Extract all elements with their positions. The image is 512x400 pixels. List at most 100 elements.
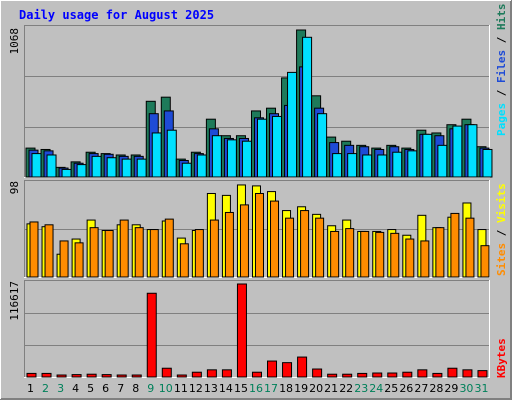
bar-pages-day-11 — [181, 162, 192, 178]
kbytes-panel-plot-area — [24, 280, 490, 378]
legend-pages: Pages — [495, 103, 508, 136]
bar-kbytes-day-14 — [221, 369, 232, 378]
bar-sites-day-4 — [74, 242, 84, 278]
bar-pages-day-18 — [287, 71, 298, 178]
bar-kbytes-day-13 — [206, 369, 217, 378]
bar-pages-day-30 — [467, 124, 478, 178]
bar-kbytes-day-15 — [236, 283, 247, 378]
x-tick-label-day-31: 31 — [474, 382, 488, 395]
bar-pages-day-6 — [106, 157, 117, 178]
bar-sites-day-1 — [29, 221, 39, 278]
x-tick-label-day-24: 24 — [369, 382, 383, 395]
bar-kbytes-day-20 — [312, 368, 323, 378]
bar-pages-day-9 — [151, 132, 162, 178]
x-tick-label-day-5: 5 — [87, 382, 94, 395]
kbytes-ymax-label: 116617 — [8, 281, 21, 321]
hits-panel — [24, 25, 493, 178]
bar-pages-day-14 — [226, 139, 237, 178]
bar-sites-day-19 — [300, 210, 310, 278]
bar-sites-day-6 — [104, 230, 114, 278]
bar-kbytes-day-21 — [327, 373, 338, 378]
bar-sites-day-14 — [224, 211, 234, 278]
visits-ymax-label: 98 — [8, 181, 21, 194]
chart-title: Daily usage for August 2025 — [19, 8, 214, 22]
bar-sites-day-15 — [239, 204, 249, 278]
chart-panels — [24, 25, 493, 378]
x-tick-label-day-29: 29 — [444, 382, 458, 395]
bar-kbytes-day-12 — [191, 371, 202, 378]
x-tick-label-day-12: 12 — [189, 382, 203, 395]
bar-sites-day-24 — [375, 231, 385, 278]
bar-kbytes-day-18 — [282, 362, 293, 378]
bar-kbytes-day-19 — [297, 356, 308, 378]
x-tick-label-day-7: 7 — [117, 382, 124, 395]
bar-pages-day-12 — [196, 154, 207, 178]
bar-pages-day-21 — [332, 153, 343, 178]
bar-kbytes-day-8 — [131, 374, 142, 378]
hits-ymax-label: 1068 — [8, 28, 21, 55]
bar-sites-day-12 — [194, 229, 204, 278]
bar-sites-day-17 — [270, 200, 280, 278]
bar-pages-day-13 — [211, 135, 222, 178]
bar-sites-day-10 — [164, 218, 174, 278]
bar-kbytes-day-10 — [161, 367, 172, 378]
x-tick-label-day-19: 19 — [294, 382, 308, 395]
bar-sites-day-11 — [179, 243, 189, 278]
x-tick-label-day-4: 4 — [72, 382, 79, 395]
bar-kbytes-day-1 — [26, 372, 37, 378]
bar-kbytes-day-6 — [101, 374, 112, 378]
bar-sites-day-13 — [209, 219, 219, 278]
bar-pages-day-15 — [241, 140, 252, 178]
x-tick-label-day-22: 22 — [339, 382, 353, 395]
bar-kbytes-day-4 — [71, 374, 82, 378]
x-tick-label-day-21: 21 — [324, 382, 338, 395]
bar-sites-day-29 — [450, 212, 460, 278]
bar-sites-day-2 — [44, 224, 54, 278]
bar-kbytes-day-23 — [357, 372, 368, 378]
bar-sites-day-7 — [119, 219, 129, 278]
bar-kbytes-day-16 — [251, 371, 262, 378]
bar-kbytes-day-2 — [41, 372, 52, 378]
bar-pages-day-16 — [256, 118, 267, 178]
x-tick-label-day-28: 28 — [429, 382, 443, 395]
bar-kbytes-day-25 — [387, 372, 398, 378]
bar-kbytes-day-26 — [402, 371, 413, 378]
bar-kbytes-day-5 — [86, 373, 97, 378]
bar-sites-day-31 — [480, 245, 490, 278]
x-tick-label-day-27: 27 — [414, 382, 428, 395]
bar-kbytes-day-31 — [477, 370, 488, 378]
bar-sites-day-23 — [360, 230, 370, 278]
bar-sites-day-20 — [315, 217, 325, 278]
bar-pages-day-4 — [76, 164, 87, 178]
legend-visits-panel: Sites / Visits — [495, 183, 508, 276]
bar-sites-day-21 — [330, 230, 340, 278]
x-tick-label-day-25: 25 — [384, 382, 398, 395]
bar-pages-day-25 — [392, 151, 403, 178]
bar-sites-day-18 — [285, 217, 295, 278]
bar-sites-day-27 — [420, 240, 430, 278]
bar-pages-day-3 — [61, 168, 72, 178]
x-tick-label-day-23: 23 — [354, 382, 368, 395]
bar-pages-day-20 — [317, 113, 328, 178]
x-tick-label-day-8: 8 — [132, 382, 139, 395]
legend-hits: Hits — [495, 4, 508, 31]
x-tick-label-day-14: 14 — [219, 382, 233, 395]
legend-hits-panel: Pages / Files / Hits — [495, 4, 508, 137]
bar-sites-day-28 — [435, 227, 445, 278]
bar-sites-day-8 — [134, 227, 144, 278]
bar-kbytes-day-11 — [176, 374, 187, 378]
x-tick-label-day-17: 17 — [264, 382, 278, 395]
bar-sites-day-3 — [59, 240, 69, 278]
bar-kbytes-day-27 — [417, 369, 428, 378]
bar-pages-day-7 — [121, 158, 132, 178]
bar-kbytes-day-9 — [146, 292, 157, 378]
legend-sep-3: / — [495, 223, 508, 243]
bar-pages-day-19 — [302, 36, 313, 178]
x-tick-label-day-30: 30 — [459, 382, 473, 395]
x-tick-label-day-3: 3 — [57, 382, 64, 395]
bar-kbytes-day-7 — [116, 374, 127, 378]
x-tick-label-day-11: 11 — [174, 382, 188, 395]
bar-pages-day-5 — [91, 155, 102, 178]
bar-pages-day-22 — [347, 153, 358, 178]
